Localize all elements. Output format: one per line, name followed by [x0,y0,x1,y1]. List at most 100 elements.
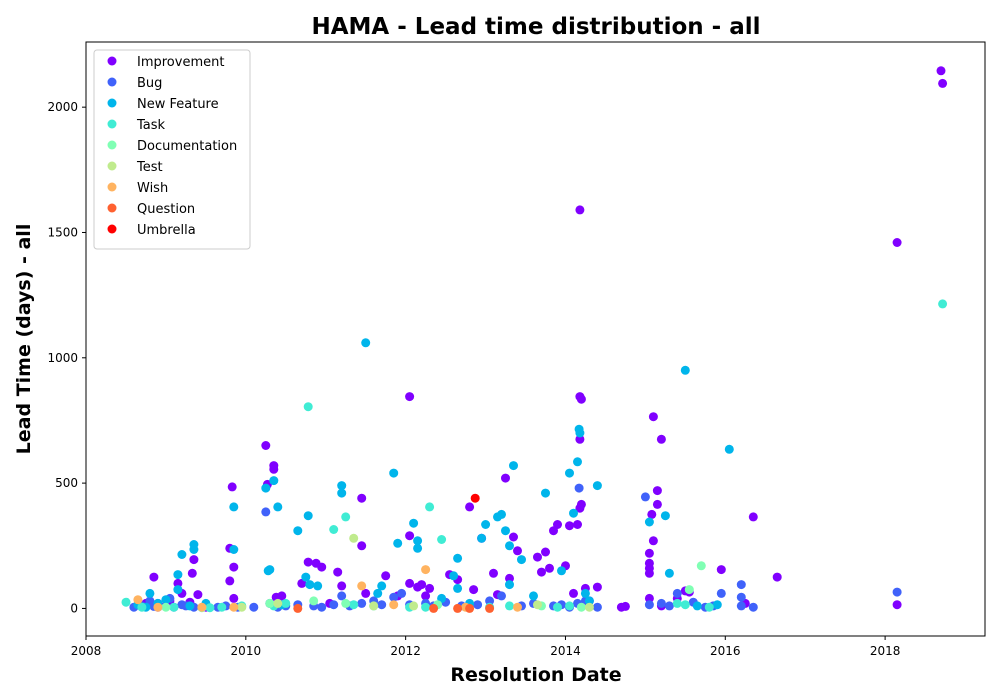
data-point [574,483,584,493]
data-point [229,593,239,603]
series-documentation [161,561,706,613]
data-point [357,493,367,503]
legend-marker [107,77,117,87]
data-point [337,591,347,601]
data-point [712,600,722,610]
data-point [137,602,147,612]
data-point [584,596,594,606]
data-point [409,518,419,528]
data-point [640,492,650,502]
series-improvement [141,66,948,612]
data-point [185,601,195,611]
plot-frame [85,41,986,637]
data-point [393,538,403,548]
data-point [485,603,495,613]
data-point [329,525,339,534]
data-point [497,509,506,519]
x-axis: 2008 2010 2012 2014 2016 2018 [71,636,900,658]
data-point [303,557,313,567]
data-point [265,598,275,608]
x-tick-label: 2010 [231,644,262,658]
data-point [644,548,654,558]
data-point [313,581,323,591]
legend-marker [107,56,117,66]
y-tick-label: 0 [70,601,78,615]
data-point [592,602,602,612]
legend-marker [107,140,117,150]
legend-marker [107,98,117,108]
data-point [892,587,902,597]
data-point [644,600,654,610]
data-point [187,568,197,578]
data-point [938,299,948,309]
data-point [716,565,726,575]
data-point [217,602,227,612]
data-point [541,547,550,557]
data-point [501,526,510,536]
data-point [413,536,423,546]
data-point [704,602,714,612]
data-point [553,602,562,612]
data-point [337,481,347,491]
data-point [329,600,339,610]
data-point [237,602,247,612]
data-point [349,533,359,543]
data-point [565,521,574,531]
data-point [724,444,734,454]
legend-marker [107,182,117,192]
data-point [337,488,347,498]
legend-marker [107,203,117,213]
data-point [389,468,399,478]
data-point [149,572,159,582]
data-point [465,502,475,512]
data-point [680,600,690,610]
data-point [529,591,538,601]
data-point [225,576,235,586]
data-point [373,588,383,598]
data-point [429,603,439,613]
data-points [121,66,948,613]
data-point [133,595,143,605]
data-point [647,509,657,519]
data-point [936,66,946,76]
data-point [337,581,347,591]
data-point [293,603,303,613]
data-point [381,571,391,581]
data-point [421,565,431,575]
data-point [405,392,415,402]
data-point [644,568,654,578]
data-point [269,464,279,474]
legend-label: Bug [137,76,162,91]
data-point [229,602,239,612]
data-point [584,602,594,612]
y-tick-label: 500 [55,476,78,490]
data-point [229,502,239,512]
data-point [269,476,279,486]
data-point [357,598,367,608]
data-point [361,588,371,598]
data-point [425,583,435,593]
data-point [656,598,666,608]
legend-label: Test [136,160,163,175]
data-point [644,593,654,603]
legend-marker [107,119,117,129]
data-point [303,511,313,521]
data-point [565,468,574,478]
data-point [281,598,291,608]
legend: Improvement Bug New Feature Task Documentati… [93,49,251,250]
data-point [189,545,199,554]
data-point [437,535,447,544]
data-point [772,572,782,582]
data-point [227,482,237,492]
data-point [620,601,630,611]
data-point [692,601,702,611]
data-point [173,578,183,588]
data-point [453,603,463,613]
y-tick-label: 2000 [47,100,78,114]
data-point [672,588,682,598]
data-point [189,555,199,565]
data-point [553,520,562,529]
data-point [417,580,427,590]
